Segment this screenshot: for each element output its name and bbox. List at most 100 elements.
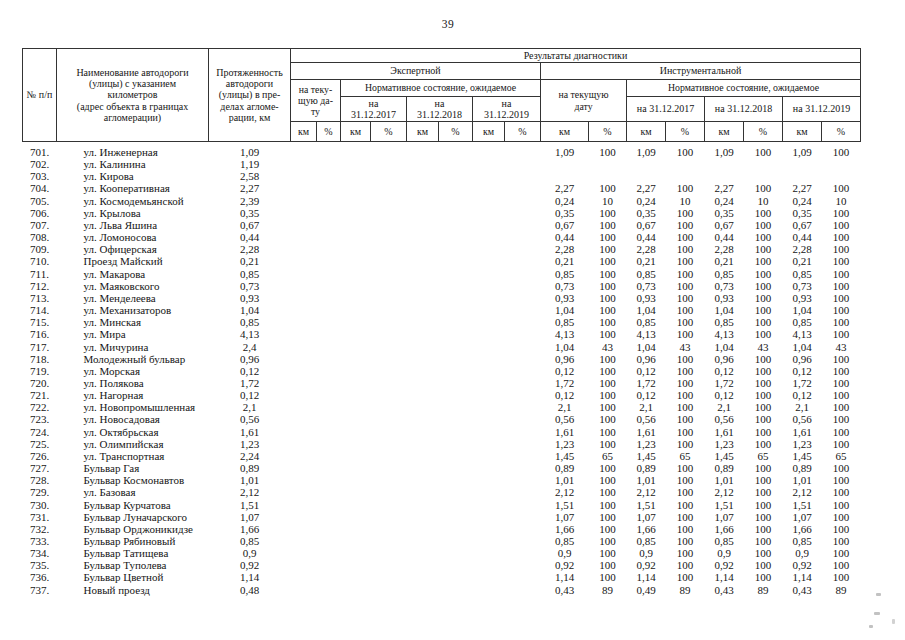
- expert-2018-km: [407, 426, 439, 438]
- expert-2017-km: [341, 341, 371, 353]
- row-number: 726.: [23, 450, 57, 462]
- instr-2019-km: 1,09: [783, 142, 822, 159]
- instr-2017-pct: 100: [666, 389, 705, 401]
- expert-2018-km: [407, 280, 439, 292]
- expert-2017-km: [341, 142, 371, 159]
- instr-2019-pct: [822, 158, 861, 170]
- expert-current-km: [291, 255, 317, 267]
- instr-current-pct: 65: [589, 450, 627, 462]
- expert-2019-km: [473, 304, 505, 316]
- instr-2019-km: 1,14: [783, 571, 822, 583]
- expert-2017-pct: [371, 413, 407, 425]
- expert-2018-pct: [439, 268, 473, 280]
- instr-2019-km: 4,13: [783, 328, 822, 340]
- instr-2017-km: 4,13: [627, 328, 666, 340]
- street-name: ул. Ломоносова: [57, 231, 209, 243]
- expert-2019-pct: [505, 268, 541, 280]
- header-expert: Экспертной: [291, 63, 541, 80]
- expert-current-km: [291, 511, 317, 523]
- row-number: 706.: [23, 207, 57, 219]
- instr-current-pct: [589, 158, 627, 170]
- expert-2019-pct: [505, 450, 541, 462]
- instr-2017-km: 0,89: [627, 462, 666, 474]
- length-value: 1,01: [209, 474, 291, 486]
- expert-current-km: [291, 474, 317, 486]
- table-row: 724. ул. Октябрьская 1,61 1,61 100 1,61 …: [23, 426, 861, 438]
- instr-2018-pct: 100: [744, 438, 783, 450]
- instr-2017-km: 1,72: [627, 377, 666, 389]
- unit-km-header: км: [341, 122, 371, 142]
- street-name: Бульвар Орджоникидзе: [57, 523, 209, 535]
- instr-2018-km: 1,04: [705, 341, 744, 353]
- expert-2018-km: [407, 158, 439, 170]
- instr-current-km: 0,43: [541, 584, 589, 596]
- row-number: 735.: [23, 559, 57, 571]
- expert-2019-pct: [505, 231, 541, 243]
- instr-2019-km: 0,85: [783, 535, 822, 547]
- instr-current-km: 0,85: [541, 535, 589, 547]
- instr-2019-km: 1,51: [783, 499, 822, 511]
- unit-pct-header: %: [822, 122, 861, 142]
- instr-2018-km: 0,85: [705, 268, 744, 280]
- expert-2019-pct: [505, 559, 541, 571]
- expert-2019-km: [473, 243, 505, 255]
- instr-2017-km: 0,92: [627, 559, 666, 571]
- instr-2019-km: 1,07: [783, 511, 822, 523]
- expert-2017-pct: [371, 523, 407, 535]
- instr-2018-pct: 100: [744, 304, 783, 316]
- expert-2018-km: [407, 207, 439, 219]
- table-row: 735. Бульвар Туполева 0,92 0,92 100 0,92…: [23, 559, 861, 571]
- instr-current-pct: 100: [589, 547, 627, 559]
- instr-2019-km: 0,56: [783, 413, 822, 425]
- expert-2019-km: [473, 571, 505, 583]
- expert-current-km: [291, 207, 317, 219]
- expert-current-pct: [317, 268, 341, 280]
- instr-2017-km: 1,23: [627, 438, 666, 450]
- expert-2017-pct: [371, 584, 407, 596]
- instr-current-km: 1,04: [541, 341, 589, 353]
- expert-current-pct: [317, 535, 341, 547]
- expert-current-km: [291, 499, 317, 511]
- header-instr-current-date: на текущую дату: [541, 80, 627, 122]
- expert-2018-km: [407, 292, 439, 304]
- instr-2019-pct: 100: [822, 462, 861, 474]
- unit-km-header: км: [473, 122, 505, 142]
- header-road-name: Наименование автодороги (улицы) с указан…: [57, 49, 209, 142]
- row-number: 712.: [23, 280, 57, 292]
- instr-2018-km: 0,93: [705, 292, 744, 304]
- row-number: 734.: [23, 547, 57, 559]
- row-number: 724.: [23, 426, 57, 438]
- expert-2018-km: [407, 462, 439, 474]
- table-row: 711. ул. Макарова 0,85 0,85 100 0,85 100…: [23, 268, 861, 280]
- instr-current-km: 0,73: [541, 280, 589, 292]
- expert-2017-km: [341, 365, 371, 377]
- expert-current-pct: [317, 255, 341, 267]
- expert-2017-pct: [371, 486, 407, 498]
- instr-2018-km: 0,89: [705, 462, 744, 474]
- expert-2019-km: [473, 280, 505, 292]
- instr-current-pct: 100: [589, 328, 627, 340]
- street-name: Бульвар Курчатова: [57, 499, 209, 511]
- length-value: 0,56: [209, 413, 291, 425]
- expert-current-km: [291, 559, 317, 571]
- instr-2019-pct: 100: [822, 219, 861, 231]
- expert-current-pct: [317, 142, 341, 159]
- page-number: 39: [0, 18, 896, 30]
- instr-2017-pct: 100: [666, 486, 705, 498]
- expert-2018-pct: [439, 401, 473, 413]
- road-diagnostics-table: № п/п Наименование автодороги (улицы) с …: [22, 48, 861, 596]
- street-name: ул. Нагорная: [57, 389, 209, 401]
- expert-2017-pct: [371, 499, 407, 511]
- expert-2018-pct: [439, 292, 473, 304]
- expert-2017-pct: [371, 438, 407, 450]
- instr-2018-pct: 100: [744, 231, 783, 243]
- instr-current-km: 0,24: [541, 195, 589, 207]
- table-row: 733. Бульвар Рябиновый 0,85 0,85 100 0,8…: [23, 535, 861, 547]
- table-row: 708. ул. Ломоносова 0,44 0,44 100 0,44 1…: [23, 231, 861, 243]
- table-row: 729. ул. Базовая 2,12 2,12 100 2,12 100 …: [23, 486, 861, 498]
- table-row: 725. ул. Олимпийская 1,23 1,23 100 1,23 …: [23, 438, 861, 450]
- expert-current-pct: [317, 280, 341, 292]
- instr-2018-pct: 100: [744, 571, 783, 583]
- instr-2018-km: 2,28: [705, 243, 744, 255]
- instr-2017-km: 0,12: [627, 389, 666, 401]
